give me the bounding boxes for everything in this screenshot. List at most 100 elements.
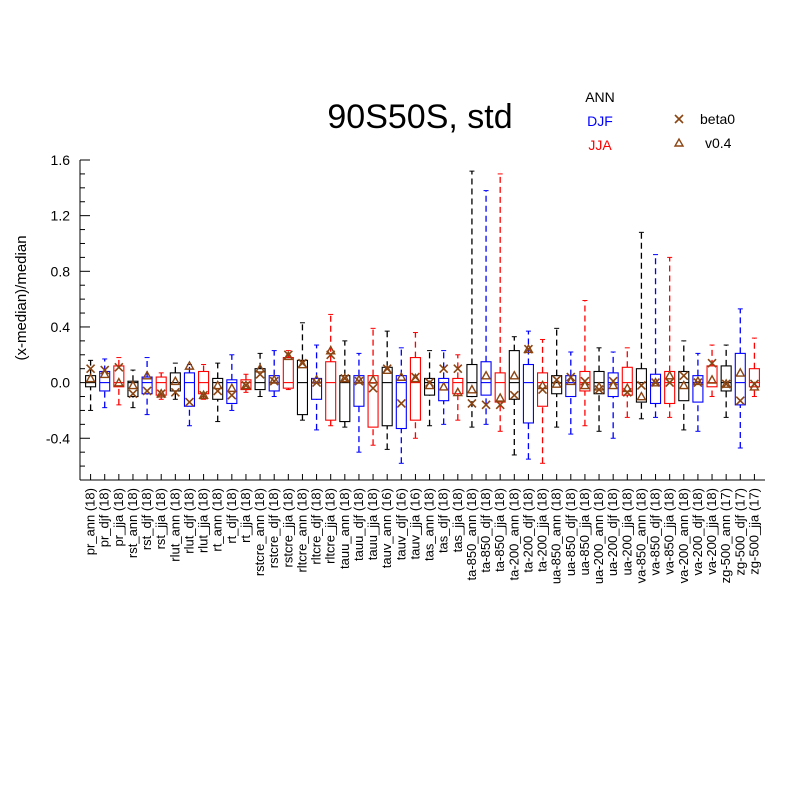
v04-marker — [113, 377, 125, 387]
x-tick-label: ta-200_djf (18) — [520, 488, 535, 573]
x-tick-label: ta-850_jja (18) — [492, 488, 507, 572]
box-iqr — [621, 366, 633, 396]
box-iqr — [649, 373, 662, 405]
x-tick-label: tauu_jja (18) — [365, 488, 380, 560]
x-tick-label: ua-850_djf (18) — [563, 488, 578, 576]
v04-marker — [593, 381, 605, 391]
beta0-marker — [227, 390, 237, 400]
legend: ANN DJF JJA beta0 v0.4 — [585, 89, 735, 153]
y-tick-label: 1.6 — [51, 152, 71, 168]
v04-marker — [480, 370, 492, 380]
x-tick-label: rstcre_jja (18) — [280, 488, 295, 567]
beta0-marker — [679, 371, 689, 381]
v04-marker — [692, 375, 704, 386]
box-rltcre-ann-18 — [296, 322, 308, 421]
box-ta-200-djf-18 — [522, 330, 534, 460]
box-ta-850-djf-18 — [480, 190, 492, 425]
v04-marker — [99, 368, 110, 379]
x-tick-label: rst_jja (18) — [153, 488, 168, 549]
x-tick-label: rltcre_jja (18) — [323, 488, 338, 564]
box-tauu-jja-18 — [367, 327, 379, 446]
v04-marker — [198, 389, 209, 400]
beta0-marker — [636, 380, 646, 390]
v04-marker — [466, 384, 478, 394]
v04-marker — [607, 379, 619, 390]
box-iqr — [254, 368, 266, 391]
x-tick-label: ta-200_jja (18) — [535, 488, 550, 572]
x-tick-label: va-850_djf (18) — [648, 488, 663, 575]
beta0-marker — [354, 376, 364, 386]
box-iqr — [551, 375, 563, 395]
box-ua-200-ann-18 — [593, 347, 605, 432]
v04-marker — [664, 370, 675, 380]
box-rst-djf-18 — [141, 357, 153, 416]
beta0-marker-stroke — [735, 396, 745, 406]
x-tick-label: ua-200_jja (18) — [619, 488, 634, 575]
beta0-marker-stroke — [114, 362, 124, 372]
box-pr-jja-18 — [113, 357, 125, 406]
x-tick-label: va-850_ann (18) — [633, 488, 648, 583]
box-iqr — [720, 365, 732, 392]
x-tick-labels: pr_ann (18) pr_djf (18) pr_jja (18) rst_ann… — [83, 488, 762, 584]
box-iqr — [226, 379, 238, 405]
beta0-marker — [128, 389, 138, 399]
box-iqr — [424, 377, 436, 396]
box-va-850-djf-18 — [649, 254, 662, 418]
box-iqr — [438, 377, 450, 402]
box-iqr — [325, 361, 337, 421]
beta0-marker — [707, 358, 717, 368]
v04-marker — [706, 374, 718, 384]
beta0-marker — [481, 400, 491, 410]
beta0-marker-stroke — [86, 364, 96, 374]
v04-marker — [424, 379, 435, 390]
beta0-marker — [170, 387, 180, 397]
box-tas-djf-18 — [438, 350, 450, 425]
legend-v04: v0.4 — [673, 135, 732, 151]
box-rst-jja-18 — [155, 372, 167, 400]
v04-marker — [650, 377, 661, 387]
y-tick-labels: -0.4 0.0 0.4 0.8 1.2 1.6 — [46, 152, 70, 446]
beta0-marker-stroke — [481, 400, 491, 410]
v04-marker — [156, 388, 167, 398]
beta0-marker-stroke — [679, 371, 689, 381]
box-iqr — [409, 357, 421, 421]
box-rltcre-djf-18 — [311, 344, 323, 431]
v04-marker — [396, 371, 407, 381]
v04-marker — [509, 370, 520, 380]
v04-marker — [325, 345, 336, 355]
x-tick-label: pr_ann (18) — [83, 488, 98, 555]
x-tick-label: tas_djf (18) — [436, 488, 451, 553]
y-tick-label: 1.2 — [51, 208, 71, 224]
v04-marker — [749, 381, 760, 391]
box-rstcre-ann-18 — [254, 352, 266, 398]
beta0-marker — [665, 378, 675, 388]
v04-marker — [438, 381, 449, 391]
beta0-marker-stroke — [439, 364, 449, 374]
v04-marker — [254, 363, 266, 373]
box-ua-850-ann-18 — [551, 327, 563, 428]
x-tick-label: rstcre_ann (18) — [252, 488, 267, 576]
chart-title: 90S50S, std — [327, 98, 512, 136]
x-tick-label: ta-200_ann (18) — [506, 488, 521, 581]
box-iqr — [579, 370, 591, 392]
box-rlut-ann-18 — [169, 362, 181, 400]
box-ua-200-jja-18 — [621, 347, 633, 418]
x-tick-label: zg-500_djf (17) — [732, 488, 747, 575]
box-zg-500-jja-17 — [748, 337, 760, 398]
x-tick-label: rstcre_djf (18) — [266, 488, 281, 568]
box-zg-500-djf-17 — [734, 308, 746, 449]
legend-beta0-label: beta0 — [700, 111, 735, 127]
v04-marker — [269, 374, 280, 384]
box-rlut-djf-18 — [183, 364, 196, 427]
box-iqr — [635, 368, 647, 403]
box-iqr — [240, 379, 252, 391]
v04-marker — [240, 379, 252, 390]
v04-marker — [452, 386, 463, 397]
box-tas-jja-18 — [452, 354, 464, 421]
x-tick-label: va-200_jja (18) — [704, 488, 719, 575]
box-iqr — [607, 372, 619, 398]
box-tauu-djf-18 — [353, 352, 365, 453]
v04-marker — [636, 391, 647, 401]
box-iqr — [678, 370, 690, 402]
